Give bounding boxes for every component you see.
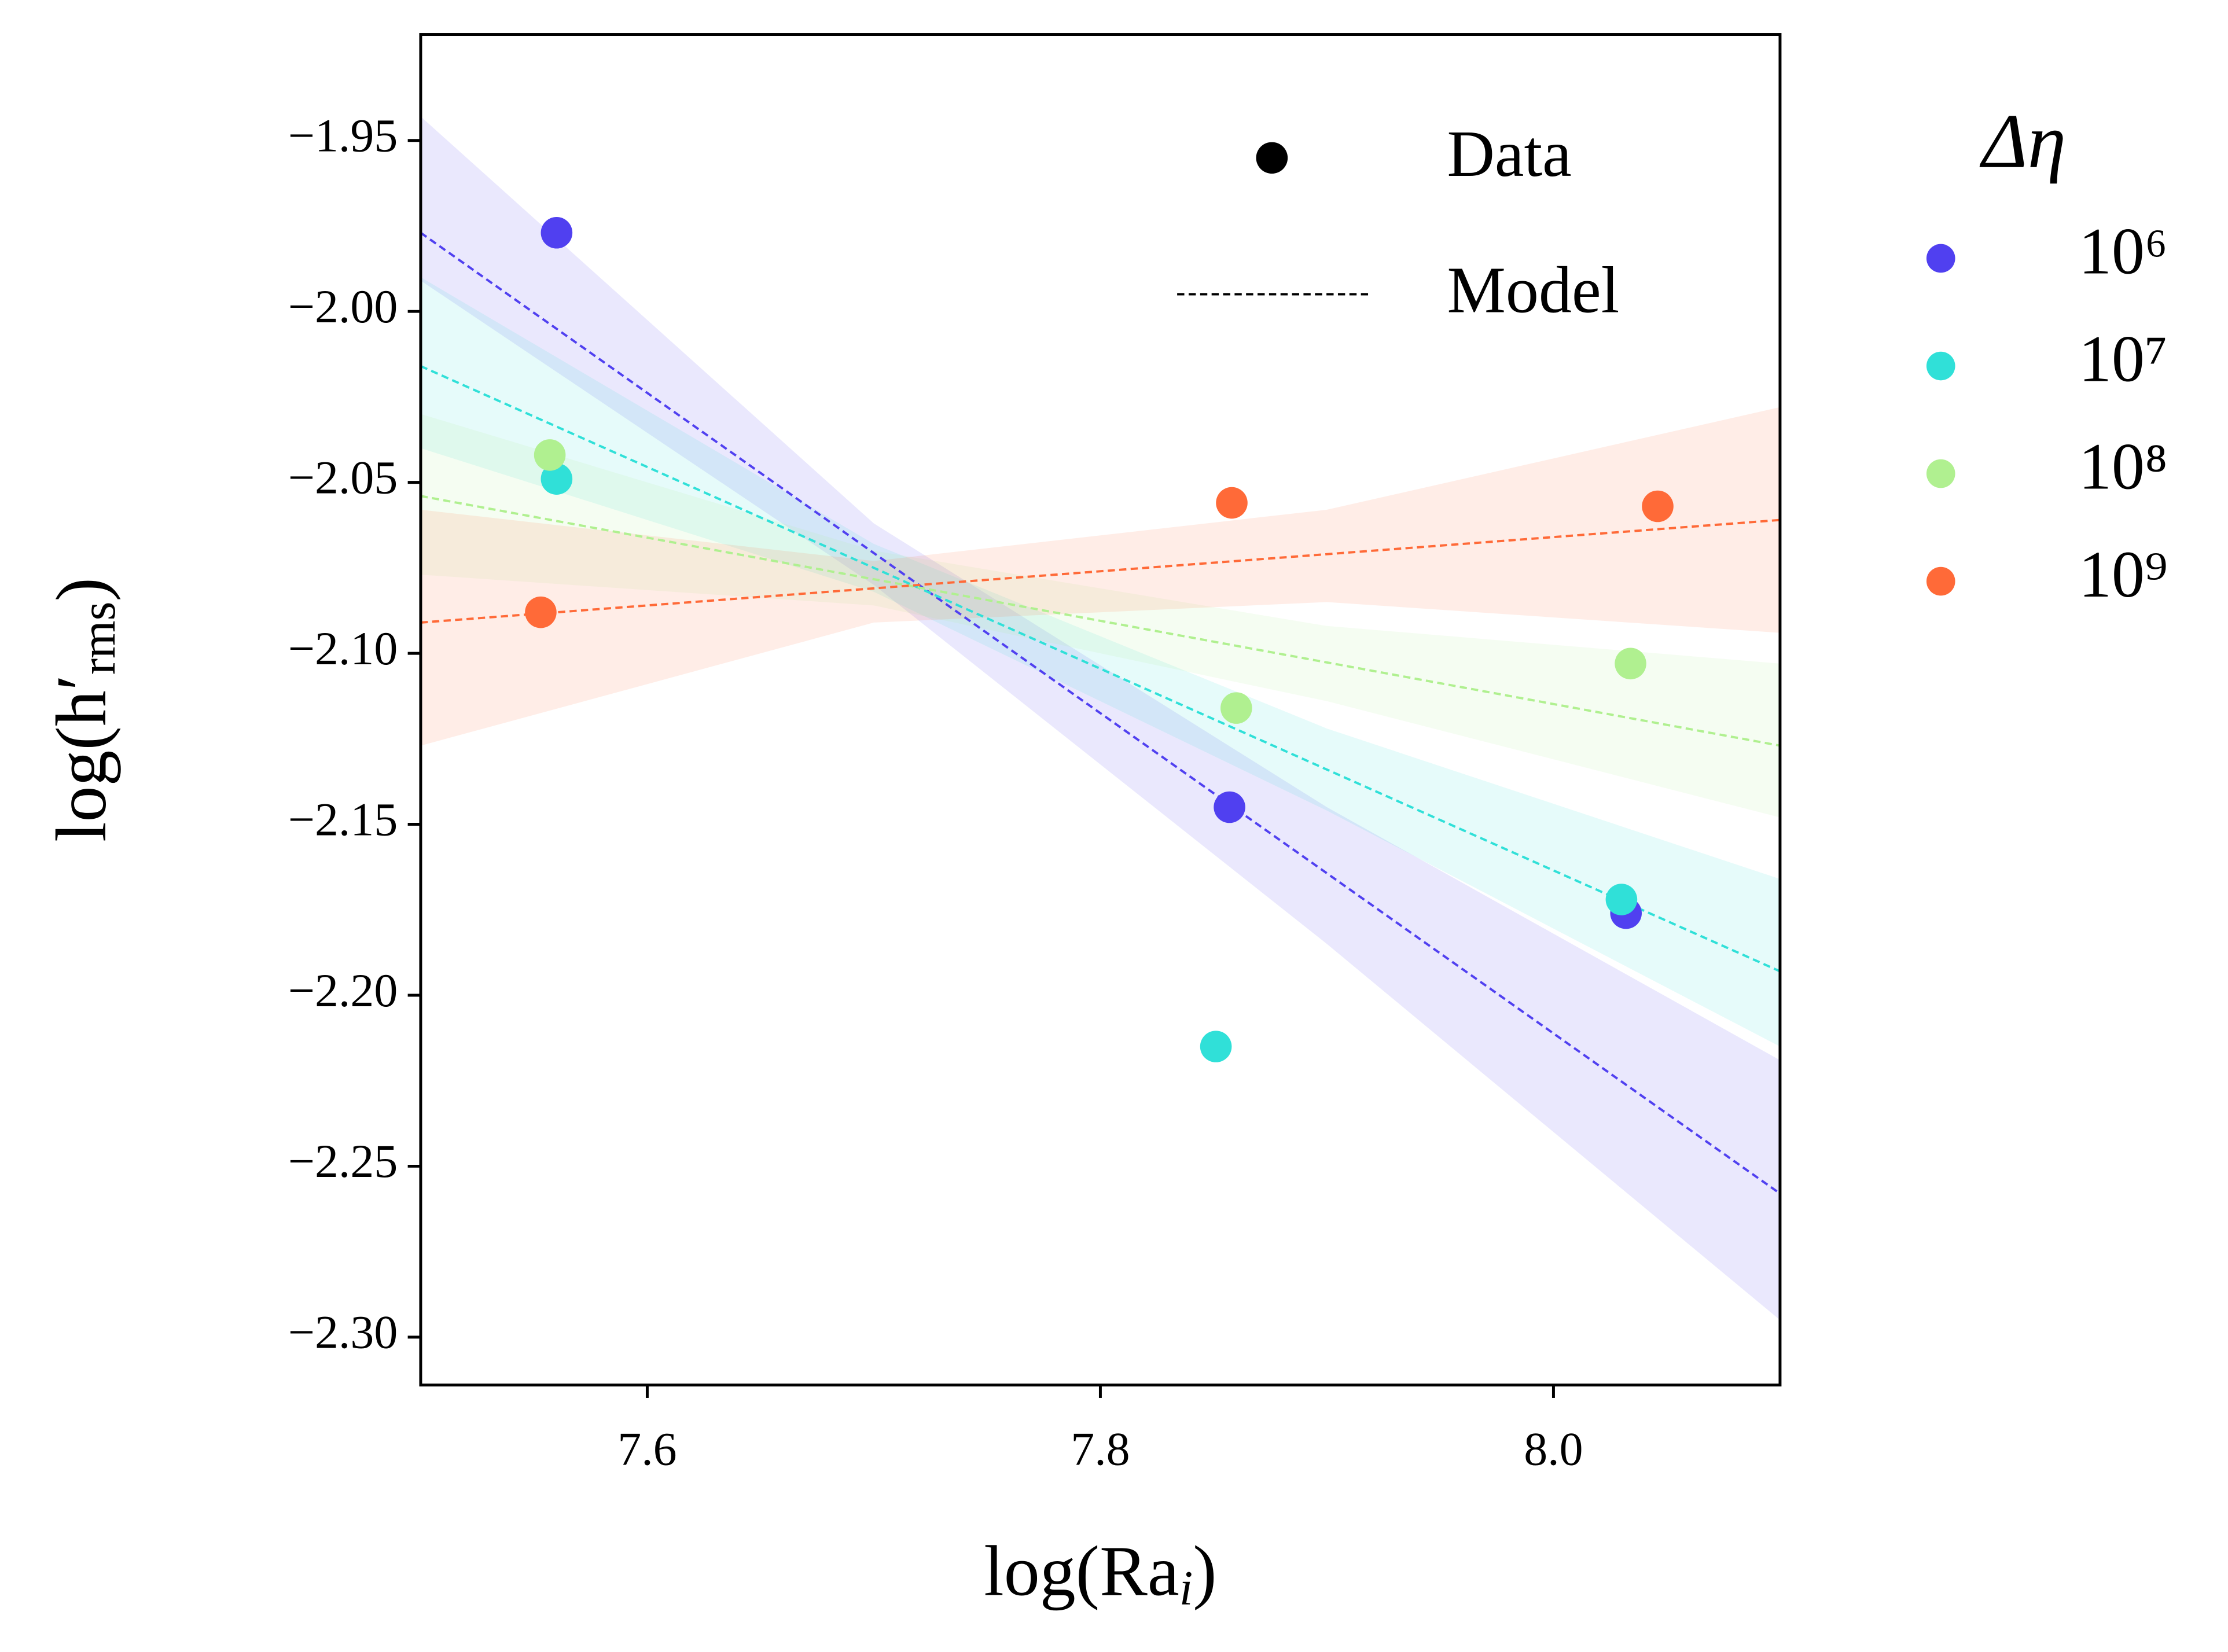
data-point [525,596,557,628]
y-tick-label: −2.15 [288,793,398,845]
legend: 10⁶ 10⁷ 10⁸ 10⁹ Δη Data Model [1177,98,2168,611]
x-tick-label: 8.0 [1524,1422,1583,1475]
legend-label: 10⁷ [2079,322,2168,396]
legend-label: 10⁹ [2079,538,2168,611]
x-axis-label: log(Rai) [984,1531,1216,1616]
y-tick-label: −2.05 [288,451,398,503]
x-axis-label-part: i [1179,1562,1193,1616]
data-point [1216,487,1248,519]
legend-marker [1926,244,1955,273]
data-point [1214,791,1245,823]
y-tick-label: −2.30 [288,1306,398,1359]
data-point [1615,647,1646,680]
confidence-band [420,414,1780,818]
model-line [420,495,1781,747]
y-tick-label: −2.10 [288,622,398,675]
x-tick-label: 7.8 [1071,1422,1130,1475]
confidence-band [420,116,1780,1320]
data-point [541,216,573,249]
data-point [1200,1031,1232,1062]
y-tick-label: −2.00 [288,280,398,333]
y-axis-label-part: rms [72,602,126,675]
confidence-band [420,407,1780,746]
y-tick-label: −2.25 [288,1135,398,1187]
x-axis-label-part: log(Ra [984,1531,1179,1611]
y-tick-label: −1.95 [288,109,398,161]
legend-label: Data [1447,117,1571,190]
model-lines [420,231,1781,1195]
data-point [1220,692,1252,724]
y-axis-label-part: log(h′ [41,675,121,842]
model-line [420,231,1781,1195]
x-axis-label-part: ) [1193,1531,1216,1611]
model-line [420,518,1781,624]
data-point [1642,490,1674,523]
legend-marker [1926,459,1955,488]
legend-marker [1256,142,1288,174]
legend-label: Model [1447,253,1619,327]
y-axis-label-part: ) [41,577,121,601]
x-tick-label: 7.6 [617,1422,677,1475]
model-line [420,365,1781,973]
data-point [1605,884,1638,915]
legend-label: 10⁶ [2079,215,2168,288]
bands [420,116,1780,1320]
data-point [534,439,566,471]
confidence-band [420,277,1780,1047]
legend-label: 10⁸ [2079,430,2168,503]
points [525,216,1674,1062]
legend-title: Δη [1979,98,2066,184]
y-axis-label: log(h′rms) [41,577,126,842]
data-point [541,463,573,495]
legend-marker [1926,566,1955,596]
legend-marker [1926,351,1955,381]
axes: 7.6 7.8 8.0 −1.95 −2.00 −2.05 −2.10 −2.15 −2.20 −… [41,109,1583,1615]
y-tick-label: −2.20 [288,964,398,1017]
